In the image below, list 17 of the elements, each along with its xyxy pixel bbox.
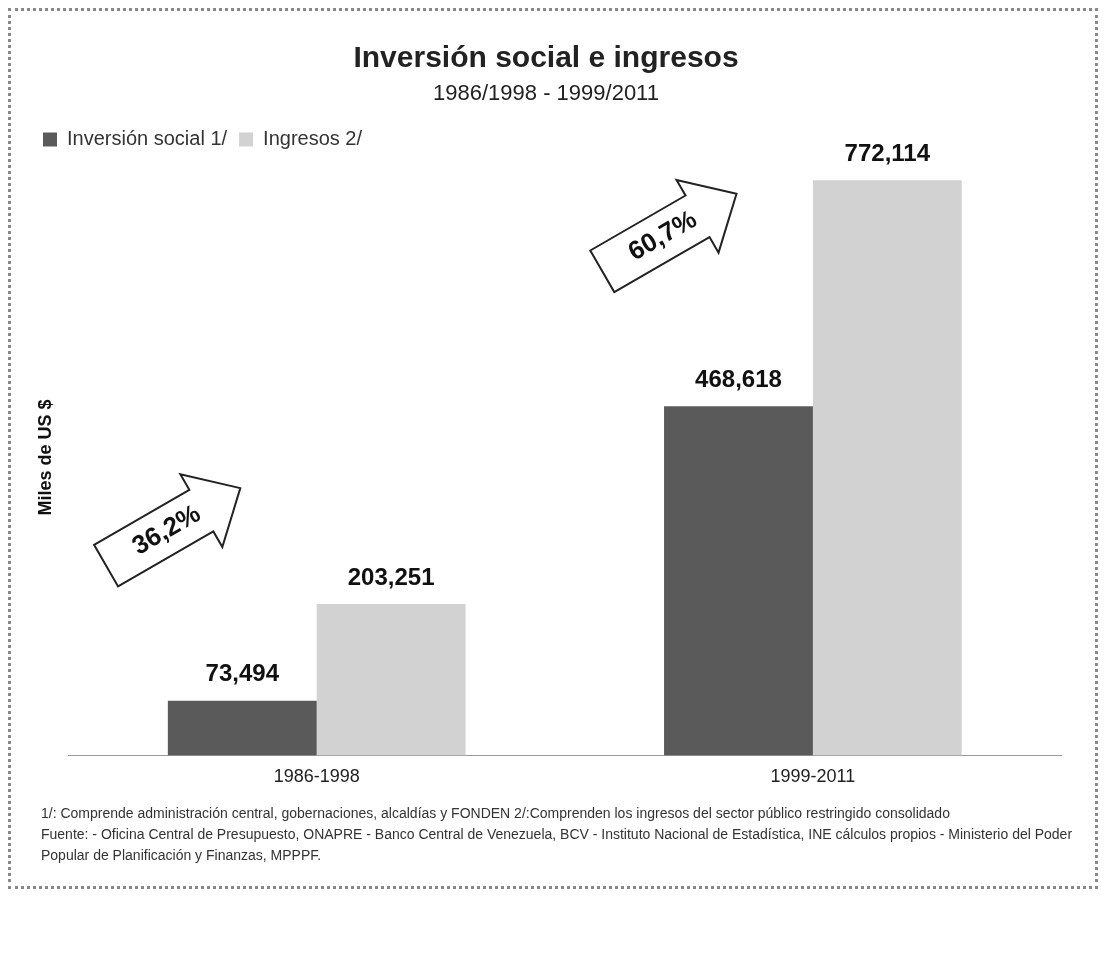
data-label: 772,114: [844, 138, 931, 166]
chart-subtitle: 1986/1998 - 1999/2011: [433, 80, 659, 106]
bar: [167, 700, 317, 756]
text: 1/: Comprende administración central, gobernaciones, alcaldías y FONDEN 2/:Comprenden los ingresos del sector público restringido consolidado: [41, 804, 951, 823]
bar: [316, 603, 466, 756]
legend-label: Inversión social 1/: [67, 126, 228, 149]
y-axis-title: Miles de US $: [34, 399, 55, 516]
bar: [812, 180, 962, 756]
legend-label: Ingresos 2/: [263, 126, 363, 149]
data-label: 73,494: [205, 659, 280, 687]
data-label: 203,251: [347, 562, 435, 590]
chart-title: Inversión social e ingresos: [353, 40, 739, 74]
bar: [664, 406, 813, 756]
data-label: 468,618: [695, 364, 782, 392]
x-tick-label: 1986-1998: [273, 766, 360, 787]
source-note: Fuente: - Oficina Central de Presupuesto, ONAPRE - Banco Central de Venezuela, BCV - Instituto Nacional de Estadística, INE cálculos propios - Ministerio del Poder Popular de Planificación y Finanzas, MPPPF.: [41, 825, 1074, 865]
x-tick-label: 1999-2011: [770, 766, 856, 787]
